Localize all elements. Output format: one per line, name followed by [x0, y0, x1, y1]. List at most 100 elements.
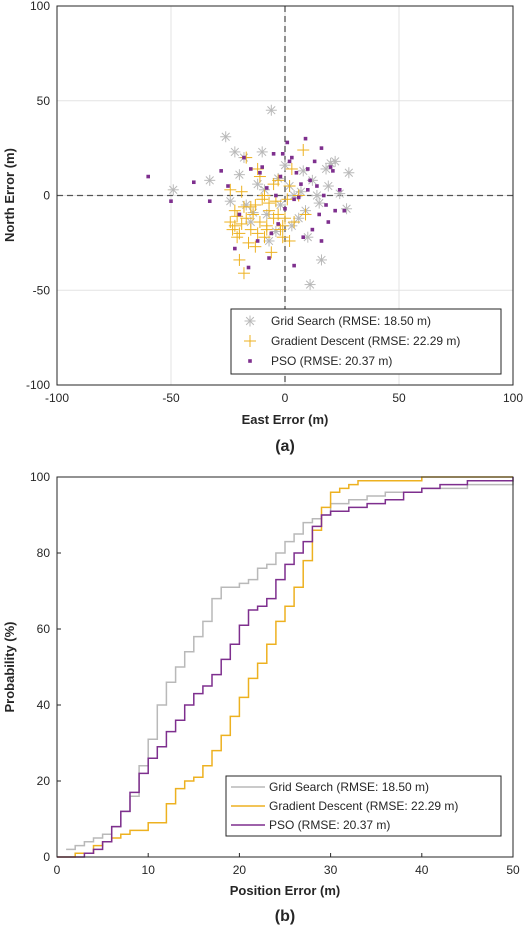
data-point: [270, 226, 282, 238]
data-point: [231, 210, 244, 223]
x-tick-label: -50: [162, 391, 180, 405]
data-point: [253, 216, 266, 229]
data-point: [341, 203, 353, 215]
data-point: [276, 231, 289, 244]
data-point: [292, 189, 305, 202]
data-point: [274, 193, 278, 198]
y-tick-label: 40: [37, 698, 51, 712]
data-point: [258, 170, 262, 175]
data-point: [337, 188, 342, 192]
data-point: [267, 256, 271, 260]
y-axis-label-a: North Error (m): [2, 148, 17, 242]
data-point: [226, 184, 230, 188]
y-tick-label: 20: [37, 774, 51, 788]
data-point: [249, 167, 253, 171]
data-point: [249, 198, 262, 211]
data-point: [228, 219, 241, 232]
legend-a: Grid Search (RMSE: 18.50 m) Gradient Desc…: [230, 308, 502, 375]
data-point: [258, 231, 271, 244]
data-point: [297, 144, 310, 157]
legend-marker-square: [248, 359, 252, 363]
data-point: [242, 155, 246, 160]
axes-box-a: [56, 5, 514, 386]
data-point: [279, 212, 291, 225]
data-point: [315, 254, 327, 266]
data-point: [304, 279, 316, 291]
data-point: [315, 184, 319, 188]
data-point: [296, 195, 301, 200]
data-point: [279, 159, 291, 171]
data-point: [220, 131, 232, 143]
legend-entry: PSO (RMSE: 20.37 m): [269, 818, 390, 832]
data-point: [283, 234, 296, 247]
y-tick-label: 60: [37, 622, 51, 636]
y-tick-label: 80: [37, 546, 51, 560]
x-tick-label: 0: [54, 863, 61, 877]
data-point: [255, 239, 260, 243]
tick-labels-a: -100 -50 0 50 100 100 50 0 -50 -100: [26, 0, 523, 405]
data-point: [244, 223, 257, 236]
data-point: [242, 236, 255, 249]
data-point: [260, 223, 273, 236]
data-point: [247, 208, 260, 221]
data-point: [303, 136, 308, 141]
y-tick-label: 0: [43, 189, 50, 203]
y-tick-label: -50: [33, 283, 51, 297]
data-point: [283, 206, 287, 211]
x-tick-label: 40: [415, 863, 429, 877]
legend-b: Grid Search (RMSE: 18.50 m) Gradient Desc…: [225, 775, 502, 837]
data-point: [306, 167, 310, 171]
data-point: [224, 183, 237, 196]
data-point: [233, 227, 246, 240]
x-tick-label: -100: [45, 391, 69, 405]
data-point: [280, 152, 285, 156]
y-tick-label: 50: [37, 94, 51, 108]
x-tick-label: 100: [503, 391, 523, 405]
data-point: [297, 165, 309, 177]
data-point: [260, 165, 264, 169]
data-point: [331, 169, 335, 173]
data-point: [333, 208, 337, 213]
legend-entry: Grid Search (RMSE: 18.50 m): [271, 314, 431, 328]
data-point: [276, 219, 289, 232]
legend-box-b: [225, 775, 502, 837]
data-point: [328, 165, 333, 169]
panel-label-b: (b): [275, 908, 295, 925]
data-point: [342, 208, 347, 213]
data-point: [192, 180, 196, 185]
legend-box-a: [230, 308, 502, 375]
data-point: [240, 212, 253, 225]
legend-marker-asterisk: [244, 315, 256, 327]
data-point: [287, 159, 292, 164]
data-point: [322, 180, 334, 192]
data-point: [274, 199, 286, 211]
cdf-lines-b: [57, 476, 514, 858]
data-point: [329, 155, 341, 167]
data-point: [146, 174, 150, 179]
legend-entry: Gradient Descent (RMSE: 22.29 m): [271, 334, 460, 348]
data-point: [258, 189, 271, 202]
data-point: [317, 212, 321, 217]
data-point: [271, 152, 276, 156]
legend-entry: Grid Search (RMSE: 18.50 m): [269, 780, 429, 794]
x-axis-label-b: Position Error (m): [230, 883, 341, 898]
data-point: [299, 182, 303, 186]
x-tick-label: 20: [233, 863, 247, 877]
scatter-panel-a: -100 -50 0 50 100 100 50 0 -50 -100 East Error (m…: [2, 0, 523, 455]
data-point: [167, 184, 179, 196]
data-point: [306, 188, 310, 192]
data-point: [169, 199, 173, 203]
cdf-line-2: [57, 477, 514, 858]
data-point: [278, 174, 283, 179]
data-point: [312, 159, 317, 164]
data-point: [256, 146, 268, 158]
data-point: [320, 163, 332, 175]
series-plus: [224, 144, 312, 280]
data-point: [265, 104, 277, 116]
y-tick-label: 0: [43, 850, 50, 864]
data-point: [324, 203, 328, 207]
legend-entry: PSO (RMSE: 20.37 m): [271, 354, 392, 368]
data-point: [285, 140, 290, 145]
data-point: [301, 235, 306, 239]
data-point: [267, 178, 280, 191]
